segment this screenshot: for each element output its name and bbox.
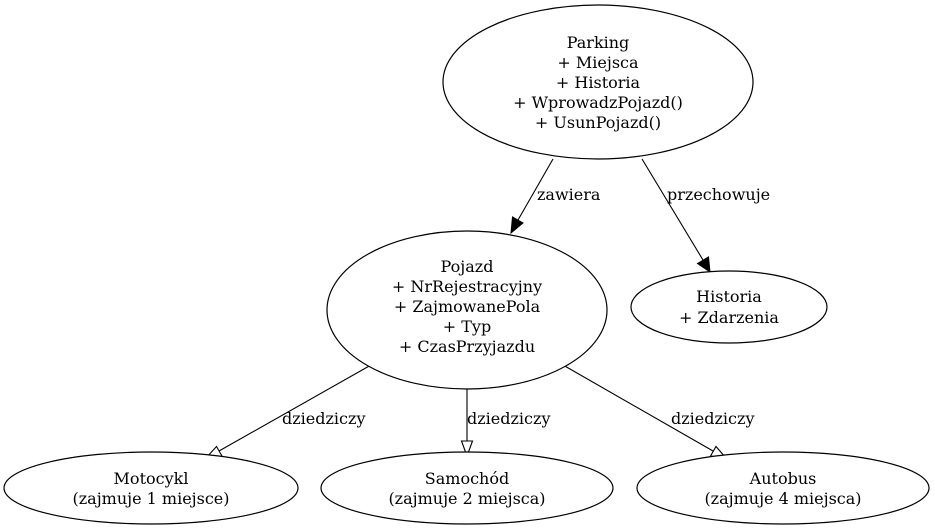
node-motocykl: Motocykl (zajmuje 1 miejsce)	[3, 451, 299, 525]
node-member: + Zdarzenia	[679, 308, 779, 327]
edge-label-zawiera: zawiera	[537, 185, 601, 204]
node-parking: Parking + Miejsca + Historia + WprowadzP…	[442, 4, 754, 160]
arrowhead-filled	[510, 216, 524, 235]
node-title: Samochód	[425, 469, 509, 488]
node-member: + WprowadzPojazd()	[513, 93, 683, 112]
edge-label-przechowuje: przechowuje	[667, 185, 770, 204]
node-autobus: Autobus (zajmuje 4 miejsca)	[636, 451, 930, 525]
node-member: + NrRejestracyjny	[392, 277, 542, 296]
edge-label-dziedziczy-2: dziedziczy	[467, 409, 550, 428]
arrowhead-filled	[696, 256, 711, 274]
node-title: Autobus	[749, 469, 817, 488]
edge-label-dziedziczy-1: dziedziczy	[282, 409, 365, 428]
edge-parking-pojazd: zawiera	[510, 158, 601, 235]
node-member: (zajmuje 4 miejsca)	[704, 489, 861, 508]
node-member: + Typ	[443, 317, 491, 336]
node-title: Historia	[696, 287, 762, 306]
node-member: + ZajmowanePola	[394, 297, 541, 316]
node-member: + CzasPrzyjazdu	[399, 337, 535, 356]
edge-pojazd-autobus: dziedziczy	[562, 364, 754, 459]
node-member: + Miejsca	[557, 53, 639, 72]
edge-label-dziedziczy-3: dziedziczy	[671, 409, 754, 428]
edge-pojazd-samochod: dziedziczy	[460, 388, 550, 458]
node-pojazd: Pojazd + NrRejestracyjny + ZajmowanePola…	[326, 230, 608, 390]
node-historia: Historia + Zdarzenia	[630, 270, 828, 344]
node-samochod: Samochód (zajmuje 2 miejsca)	[320, 451, 614, 525]
edge-parking-historia: przechowuje	[641, 158, 770, 274]
node-member: (zajmuje 1 miejsce)	[72, 489, 229, 508]
node-title: Motocykl	[114, 469, 189, 488]
node-member: + Historia	[556, 73, 641, 92]
node-title: Pojazd	[441, 257, 494, 276]
node-member: + UsunPojazd()	[535, 113, 661, 132]
node-member: (zajmuje 2 miejsca)	[388, 489, 545, 508]
arrowhead-open	[460, 440, 474, 458]
edge-pojazd-motocykl: dziedziczy	[204, 364, 372, 459]
node-title: Parking	[567, 33, 630, 52]
